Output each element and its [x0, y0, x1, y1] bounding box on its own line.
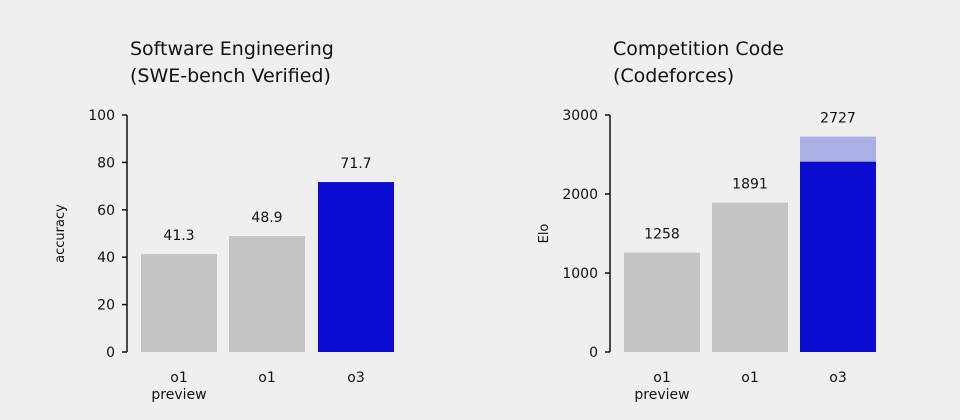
value-label-swe-0: 41.3	[163, 228, 194, 244]
value-label-swe-2: 71.7	[340, 156, 371, 172]
chart-title-swe-line1: Software Engineering	[130, 38, 334, 60]
y-tick-label-codeforces-3000: 3000	[562, 108, 598, 124]
value-label-codeforces-0: 1258	[644, 227, 680, 243]
y-tick-label-swe-40: 40	[97, 250, 115, 266]
category-label-swe-0-1: preview	[151, 387, 206, 403]
chart-subtitle-codeforces: (Codeforces)	[613, 65, 735, 87]
y-tick-label-swe-60: 60	[97, 203, 115, 219]
bar-codeforces-2-segment-0	[800, 161, 876, 352]
bar-codeforces-1	[712, 202, 788, 352]
category-label-swe-1-0: o1	[258, 370, 275, 386]
bar-codeforces-2-segment-1	[800, 136, 876, 162]
chart-title-codeforces: Competition Code (Codeforces)	[613, 36, 784, 90]
bar-swe-0	[141, 254, 217, 352]
y-tick-label-codeforces-0: 0	[589, 345, 598, 361]
y-tick-label-codeforces-2000: 2000	[562, 187, 598, 203]
value-label-swe-1: 48.9	[251, 210, 282, 226]
category-label-codeforces-0-0: o1	[653, 370, 670, 386]
y-tick-label-codeforces-1000: 1000	[562, 266, 598, 282]
y-tick-label-swe-100: 100	[88, 108, 115, 124]
chart-subtitle-swe: (SWE-bench Verified)	[130, 65, 331, 87]
category-label-codeforces-1-0: o1	[741, 370, 758, 386]
y-tick-label-swe-20: 20	[97, 298, 115, 314]
category-label-swe-0-0: o1	[170, 370, 187, 386]
value-label-codeforces-2: 2727	[820, 111, 856, 127]
y-tick-label-swe-80: 80	[97, 155, 115, 171]
y-axis-label-swe: accuracy	[53, 204, 68, 263]
y-axis-label-codeforces: Elo	[537, 224, 552, 244]
chart-title-codeforces-line1: Competition Code	[613, 38, 784, 60]
y-tick-label-swe-0: 0	[106, 345, 115, 361]
category-label-codeforces-2-0: o3	[829, 370, 846, 386]
bar-swe-1	[229, 236, 305, 352]
chart-title-swe: Software Engineering (SWE-bench Verified…	[130, 36, 334, 90]
category-label-codeforces-0-1: preview	[634, 387, 689, 403]
value-label-codeforces-1: 1891	[732, 177, 768, 193]
bar-codeforces-0	[624, 252, 700, 352]
bar-swe-2	[318, 182, 394, 352]
category-label-swe-2-0: o3	[347, 370, 364, 386]
